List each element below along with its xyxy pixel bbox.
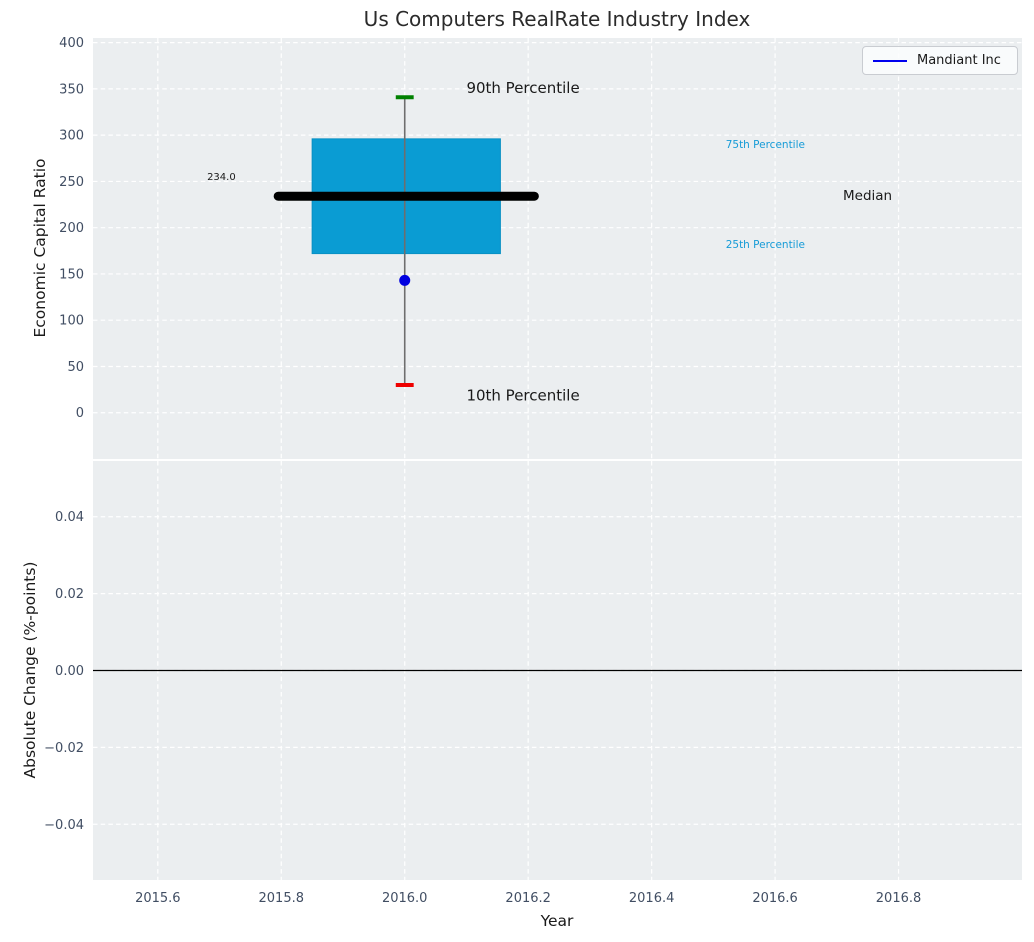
y-tick-label: −0.02 — [44, 741, 84, 756]
x-tick-label: 2015.6 — [135, 891, 181, 906]
chart-title: Us Computers RealRate Industry Index — [363, 7, 751, 31]
y-axis-label-bottom: Absolute Change (%-points) — [21, 561, 39, 779]
x-tick-label: 2016.6 — [752, 891, 798, 906]
y-tick-label: −0.04 — [44, 818, 84, 833]
annotation-median: Median — [843, 188, 892, 204]
company-point — [399, 274, 411, 286]
y-tick-label: 250 — [59, 175, 84, 190]
y-tick-label: 400 — [59, 36, 84, 51]
annotation-90th-percentile: 90th Percentile — [466, 79, 579, 97]
y-tick-label: 350 — [59, 82, 84, 97]
y-tick-label: 300 — [59, 129, 84, 144]
y-tick-label: 100 — [59, 314, 84, 329]
y-tick-label: 50 — [67, 360, 84, 375]
y-tick-label: 0.02 — [55, 587, 84, 602]
x-tick-label: 2016.8 — [876, 891, 922, 906]
legend-label: Mandiant Inc — [917, 53, 1001, 68]
y-axis-label-top: Economic Capital Ratio — [31, 158, 49, 338]
y-tick-label: 150 — [59, 267, 84, 282]
annotation-25th-percentile: 25th Percentile — [726, 239, 805, 251]
x-tick-label: 2015.8 — [259, 891, 305, 906]
x-tick-label: 2016.0 — [382, 891, 428, 906]
top-panel-bg — [93, 38, 1022, 459]
x-tick-label: 2016.4 — [629, 891, 675, 906]
x-axis-label: Year — [540, 912, 574, 930]
legend-line-sample — [873, 59, 907, 62]
y-tick-label: 0.04 — [55, 510, 84, 525]
annotation-10th-percentile: 10th Percentile — [466, 386, 579, 404]
annotation-75th-percentile: 75th Percentile — [726, 139, 805, 151]
y-tick-label: 0 — [76, 406, 84, 421]
y-tick-label: 200 — [59, 221, 84, 236]
y-tick-label: 0.00 — [55, 664, 84, 679]
annotation-234-0: 234.0 — [207, 172, 236, 183]
x-tick-label: 2016.2 — [505, 891, 551, 906]
legend: Mandiant Inc — [862, 46, 1018, 75]
